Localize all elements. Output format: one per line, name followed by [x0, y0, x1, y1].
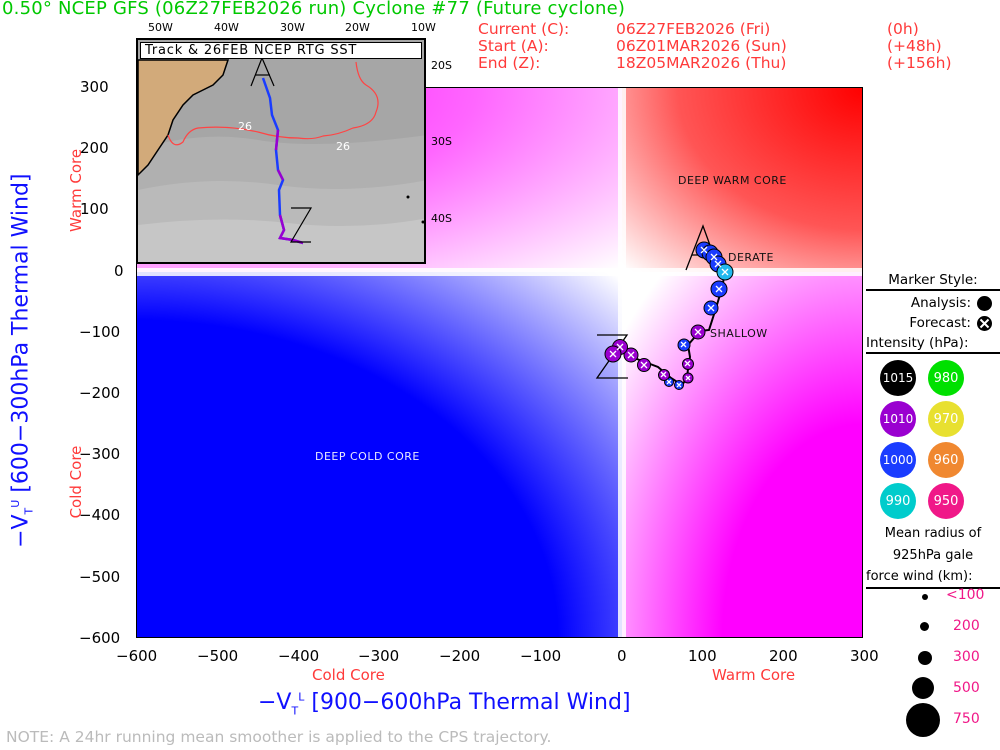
footnote: NOTE: A 24hr running mean smoother is ap…: [6, 728, 552, 746]
end-time: 18Z05MAR2026 (Thu): [616, 54, 787, 72]
x-tick-200: 200: [769, 647, 798, 665]
inset-map-graphics: 26 26: [138, 40, 424, 262]
x-axis-title-text: [900−600hPa Thermal Wind]: [311, 690, 631, 715]
x-tick-m600: −600: [116, 647, 158, 665]
current-label: Current (C):: [478, 20, 570, 38]
y-axis-title-text: [600−300hPa Thermal Wind]: [8, 173, 34, 493]
inset-lon-50w: 50W: [148, 21, 173, 34]
legend-forecast-row: Forecast:: [866, 315, 1000, 331]
radius-label-300: 300: [953, 649, 980, 665]
inset-lon-20w: 20W: [345, 21, 370, 34]
radius-marker-500-icon: [912, 677, 934, 699]
current-time: 06Z27FEB2026 (Fri): [616, 20, 771, 38]
intensity-swatch-1010: 1010: [880, 401, 916, 437]
legend-intensity-title: Intensity (hPa):: [866, 335, 1000, 354]
inset-lon-10w: 10W: [411, 21, 436, 34]
inset-lon-30w: 30W: [280, 21, 305, 34]
x-tick-m100: −100: [520, 647, 562, 665]
intensity-swatches: 1015 980 1010 970 1000 960 990 950: [880, 360, 1000, 519]
legend-radius-title-1: Mean radius of: [884, 526, 982, 541]
inset-lat-30s: 30S: [431, 135, 452, 148]
forecast-x-glyphs: [609, 246, 729, 388]
sst-contour-label-2: 26: [336, 140, 350, 153]
inset-lat-20s: 20S: [431, 59, 452, 72]
legend-radius-title-3: force wind (km):: [866, 567, 1000, 589]
inset-lat-40s: 40S: [431, 212, 452, 225]
y-axis-title: −VTU [600−300hPa Thermal Wind]: [8, 171, 35, 551]
sst-contour-label: 26: [238, 120, 252, 133]
x-tick-m200: −200: [439, 647, 481, 665]
x-tick-100: 100: [688, 647, 717, 665]
inset-track-map: 26 26 Track & 26FEB NCEP RTG SST: [136, 38, 426, 264]
start-time: 06Z01MAR2026 (Sun): [616, 37, 787, 55]
y-tick-200: 200: [80, 139, 109, 157]
y-tick-100: 100: [80, 200, 109, 218]
legend-marker-style-title: Marker Style:: [866, 272, 1000, 291]
current-offset: (0h): [887, 20, 919, 38]
radius-label-200: 200: [953, 618, 980, 634]
forecast-marker-icon: [977, 315, 992, 331]
y-tick-m100: −100: [79, 323, 121, 341]
intensity-swatch-990: 990: [880, 483, 916, 519]
chart-title: 0.50° NCEP GFS (06Z27FEB2026 run) Cyclon…: [2, 0, 626, 19]
x-warm-core-label: Warm Core: [712, 666, 796, 684]
start-label: Start (A):: [478, 37, 549, 55]
inset-title: Track & 26FEB NCEP RTG SST: [140, 42, 422, 59]
region-moderate: DERATE: [728, 251, 774, 264]
start-offset: (+48h): [887, 37, 942, 55]
intensity-swatch-950: 950: [928, 483, 964, 519]
x-cold-core-label: Cold Core: [312, 666, 385, 684]
x-axis-title: −VTL [900−600hPa Thermal Wind]: [258, 690, 631, 717]
x-tick-m500: −500: [197, 647, 239, 665]
radius-marker-200-icon: [920, 622, 929, 631]
legend-radius-title-2: 925hPa gale: [892, 548, 974, 563]
region-deep-warm-core: DEEP WARM CORE: [678, 174, 787, 187]
end-label: End (Z):: [478, 54, 541, 72]
intensity-swatch-960: 960: [928, 442, 964, 478]
region-deep-cold-core: DEEP COLD CORE: [315, 450, 420, 463]
y-cold-core-label: Cold Core: [67, 445, 85, 519]
radius-label-500: 500: [953, 680, 980, 696]
y-warm-core-label: Warm Core: [67, 148, 85, 232]
radius-marker-750-icon: [906, 703, 940, 737]
radius-marker-300-icon: [918, 651, 932, 665]
x-tick-0: 0: [617, 647, 627, 665]
x-tick-m400: −400: [278, 647, 320, 665]
y-tick-m200: −200: [79, 384, 121, 402]
intensity-swatch-980: 980: [928, 360, 964, 396]
legend-analysis-row: Analysis:: [866, 295, 1000, 311]
y-tick-0: 0: [114, 262, 124, 280]
y-tick-m300: −300: [79, 445, 121, 463]
radius-marker-100-icon: [922, 594, 928, 600]
intensity-swatch-970: 970: [928, 401, 964, 437]
y-tick-m500: −500: [79, 568, 121, 586]
region-shallow: SHALLOW: [710, 327, 768, 340]
x-tick-m300: −300: [358, 647, 400, 665]
legend-analysis-label: Analysis:: [910, 295, 971, 311]
end-offset: (+156h): [887, 54, 952, 72]
y-tick-m600: −600: [79, 629, 121, 647]
analysis-marker-icon: [977, 295, 992, 311]
y-tick-300: 300: [80, 78, 109, 96]
intensity-swatch-1015: 1015: [880, 360, 916, 396]
legend-forecast-label: Forecast:: [909, 315, 971, 331]
inset-lon-40w: 40W: [214, 21, 239, 34]
radius-label-100: <100: [946, 587, 985, 603]
x-axis-symbol: −VTL: [258, 690, 305, 718]
x-tick-300: 300: [850, 647, 879, 665]
legend: Marker Style: Analysis: Forecast: Intens…: [866, 272, 1000, 589]
intensity-swatch-1000: 1000: [880, 442, 916, 478]
y-axis-symbol: −VTU: [8, 499, 36, 548]
radius-label-750: 750: [953, 711, 980, 727]
y-tick-m400: −400: [79, 506, 121, 524]
